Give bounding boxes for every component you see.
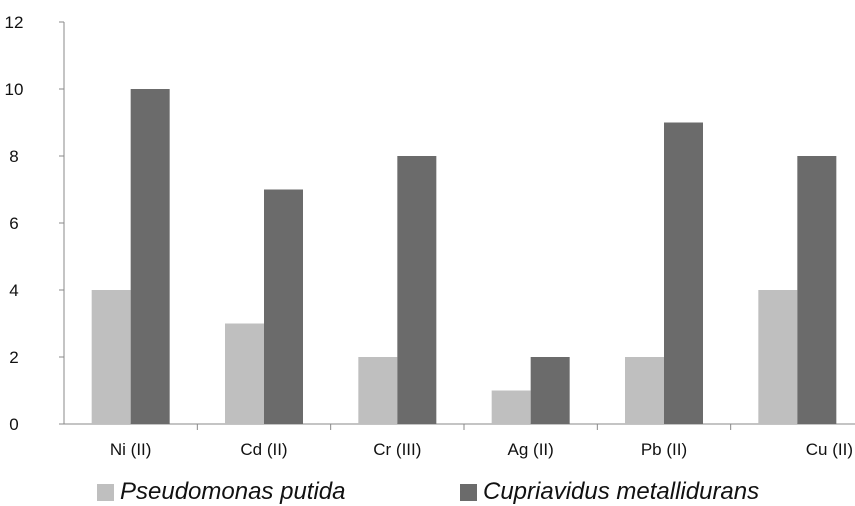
bar-series-2 [130, 89, 170, 424]
bar-series-2 [664, 122, 703, 424]
legend-item-series-1: Pseudomonas putida [97, 478, 346, 506]
category-label: Cr (III) [373, 440, 421, 459]
bar-series-1 [491, 390, 531, 424]
category-label: Cd (II) [240, 440, 287, 459]
bar-series-2 [530, 357, 570, 424]
legend-label-series-1: Pseudomonas putida [120, 478, 346, 505]
y-tick-labels: 0 2 4 6 8 10 12 [5, 13, 24, 434]
bar-series-2 [397, 156, 437, 424]
category-label: Ni (II) [110, 440, 152, 459]
bar-series-2 [264, 189, 303, 424]
y-tick-label: 4 [9, 281, 18, 300]
y-tick-label: 12 [5, 13, 24, 32]
y-tick-label: 6 [9, 214, 18, 233]
y-tick-label: 0 [9, 415, 18, 434]
bar-series-2 [797, 156, 837, 424]
x-tick-marks [196, 424, 732, 430]
y-tick-label: 8 [9, 147, 18, 166]
category-labels: Ni (II) Cd (II) Cr (III) Ag (II) Pb (II) Cu (… [110, 440, 853, 459]
legend-item-series-2: Cupriavidus metallidurans [460, 478, 759, 506]
bar-series-1 [358, 357, 398, 424]
bar-series-1 [91, 290, 131, 424]
bar-series-1 [225, 323, 264, 424]
category-label: Cu (II) [806, 440, 853, 459]
bar-series-1 [758, 290, 798, 424]
y-tick-label: 2 [9, 348, 18, 367]
y-tick-marks [59, 21, 64, 425]
legend: Pseudomonas putida Cupriavidus metallidu… [0, 478, 855, 506]
category-label: Pb (II) [641, 440, 687, 459]
bar-chart: 0 2 4 6 8 10 12 Ni (II) Cd (II) Cr (III) Ag (II) P… [5, 13, 855, 459]
bar-series-1 [625, 357, 664, 424]
chart-axes [63, 22, 855, 425]
legend-swatch-series-2 [460, 483, 477, 501]
bars [91, 89, 837, 424]
y-tick-label: 10 [5, 80, 24, 99]
legend-label-series-2: Cupriavidus metallidurans [483, 478, 760, 505]
category-label: Ag (II) [508, 440, 554, 459]
legend-swatch-series-1 [97, 483, 114, 501]
